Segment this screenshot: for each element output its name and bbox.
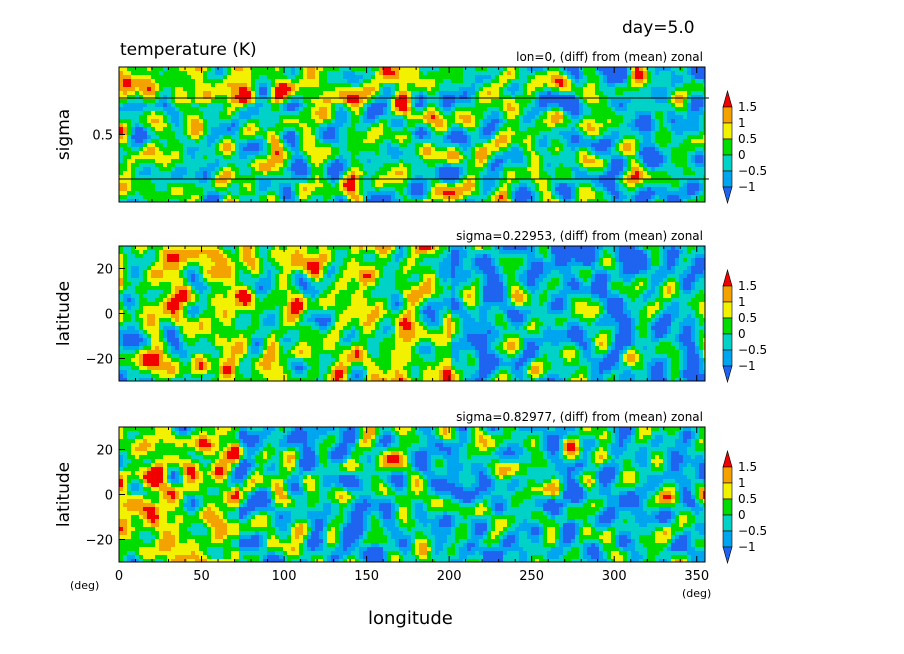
x-tick-label: 50 — [193, 569, 210, 584]
colorbar-swatch — [722, 138, 733, 156]
panel-subtitle-3: sigma=0.82977, (diff) from (mean) zonal — [456, 410, 703, 424]
colorbar-swatch — [722, 317, 733, 335]
x-unit-left: (deg) — [70, 579, 100, 592]
x-axis-label: longitude — [368, 608, 453, 629]
colorbar-swatch — [722, 482, 733, 500]
y-tick-label: −20 — [86, 353, 113, 368]
panel-subtitle-2: sigma=0.22953, (diff) from (mean) zonal — [456, 229, 703, 243]
x-tick-label: 100 — [272, 569, 297, 584]
colorbar-swatch — [722, 285, 733, 303]
x-tick-label: 200 — [437, 569, 462, 584]
colorbar-swatch — [722, 349, 733, 367]
colorbar-triangle-top — [722, 268, 733, 287]
colorbar-label: 1 — [738, 295, 746, 309]
colorbar-label: 1.5 — [738, 279, 757, 293]
colorbar-swatch — [722, 514, 733, 532]
x-tick-label: 350 — [684, 569, 709, 584]
colorbar-label: 1 — [738, 116, 746, 130]
colorbar-swatch — [722, 530, 733, 548]
y-tick-label: 20 — [96, 444, 113, 459]
colorbar-swatch — [722, 333, 733, 351]
colorbar-label: 0 — [738, 508, 746, 522]
colorbar-label: −0.5 — [738, 524, 767, 538]
colorbar-label: 1.5 — [738, 460, 757, 474]
colorbar-triangle-top — [722, 89, 733, 108]
x-tick-label: 300 — [602, 569, 627, 584]
day-label: day=5.0 — [622, 18, 695, 38]
colorbar-swatch — [722, 106, 733, 124]
colorbar-label: 0 — [738, 327, 746, 341]
colorbar-triangle-top — [722, 449, 733, 468]
y-tick-label: −20 — [86, 534, 113, 549]
colorbar-swatch — [722, 154, 733, 172]
colorbar-swatch — [722, 170, 733, 188]
panel-subtitle-1: lon=0, (diff) from (mean) zonal — [516, 50, 703, 64]
colorbar-label: −1 — [738, 359, 756, 373]
heatmap-panel-3 — [119, 427, 706, 563]
y-tick-label: 0 — [105, 308, 113, 323]
y-axis-label-3: latitude — [54, 462, 74, 527]
colorbar-label: −1 — [738, 540, 756, 554]
x-tick-label: 0 — [115, 569, 123, 584]
colorbar-label: 0.5 — [738, 132, 757, 146]
colorbar-label: 0.5 — [738, 311, 757, 325]
colorbar-triangle-bottom — [722, 186, 733, 205]
colorbar-label: 1.5 — [738, 100, 757, 114]
colorbar-swatch — [722, 466, 733, 484]
y-axis-label-1: sigma — [54, 109, 74, 160]
x-unit-right: (deg) — [682, 587, 712, 600]
chart-title: temperature (K) — [120, 40, 257, 60]
colorbar-label: 0.5 — [738, 492, 757, 506]
y-tick-label: 20 — [96, 263, 113, 278]
heatmap-panel-1 — [119, 67, 706, 203]
heatmap-panel-2 — [119, 246, 706, 382]
colorbar-swatch — [722, 498, 733, 516]
colorbar-label: −1 — [738, 180, 756, 194]
colorbar-label: 0 — [738, 148, 746, 162]
colorbar-label: −0.5 — [738, 164, 767, 178]
y-tick-label: 0.5 — [92, 129, 113, 144]
colorbar-swatch — [722, 301, 733, 319]
colorbar-triangle-bottom — [722, 546, 733, 565]
y-axis-label-2: latitude — [54, 281, 74, 346]
colorbar-swatch — [722, 122, 733, 140]
y-tick-label: 0 — [105, 489, 113, 504]
x-tick-label: 250 — [519, 569, 544, 584]
colorbar-triangle-bottom — [722, 365, 733, 384]
x-tick-label: 150 — [354, 569, 379, 584]
colorbar-label: 1 — [738, 476, 746, 490]
colorbar-label: −0.5 — [738, 343, 767, 357]
